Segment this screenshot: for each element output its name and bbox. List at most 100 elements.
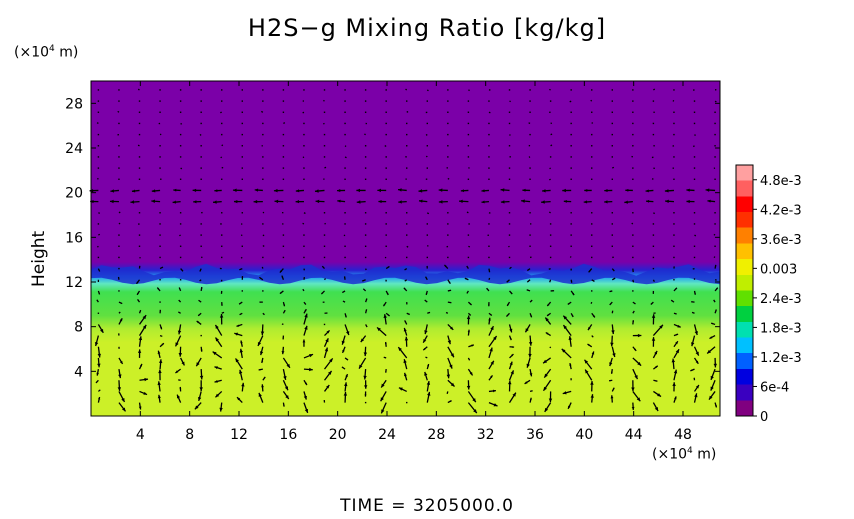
vector-head <box>507 303 509 306</box>
vector-dot <box>364 111 367 113</box>
vector-arrow <box>694 234 697 237</box>
vector-dot <box>303 178 305 180</box>
vector-head <box>326 330 330 334</box>
vector-dot <box>467 234 470 236</box>
vector-head <box>119 318 123 322</box>
vector-arrow <box>200 245 202 247</box>
vector-head <box>632 281 634 283</box>
vector-dot <box>447 145 449 147</box>
vector-arrow <box>320 290 325 295</box>
vector-arrow <box>673 234 675 236</box>
vector-arrow <box>710 368 716 381</box>
vector-arrow <box>178 346 183 357</box>
vector-dot <box>303 234 305 236</box>
vector-head <box>404 269 406 271</box>
vector-arrow <box>653 111 655 113</box>
vector-arrow <box>179 245 182 247</box>
vector-head <box>716 287 718 290</box>
vector-dot <box>611 245 613 247</box>
vector-arrow <box>279 268 284 274</box>
vector-arrow <box>632 290 634 292</box>
vector-arrow <box>673 178 675 180</box>
vector-head <box>220 223 221 225</box>
vector-arrow <box>159 342 165 348</box>
vector-head <box>655 380 658 382</box>
vector-head <box>448 178 450 180</box>
vector-dot <box>364 89 367 91</box>
vector-arrow <box>130 200 140 204</box>
vector-dot <box>97 133 100 136</box>
vector-head <box>591 302 592 304</box>
vector-arrow <box>673 396 677 403</box>
vector-head <box>634 348 637 351</box>
vector-head <box>695 360 699 364</box>
vector-arrow <box>549 88 551 91</box>
vector-arrow <box>117 276 120 280</box>
vector-arrow <box>96 122 99 124</box>
y-tick-label: 16 <box>65 230 83 246</box>
vector-head <box>652 178 653 180</box>
y-tick-label: 20 <box>65 186 83 202</box>
vector-head <box>263 376 266 379</box>
vector-dot <box>632 122 634 125</box>
vector-head <box>322 266 324 268</box>
vector-arrow <box>548 267 551 270</box>
vector-head <box>544 373 548 378</box>
vector-dot <box>385 111 387 113</box>
vector-arrow <box>632 133 634 136</box>
vector-arrow <box>179 279 182 281</box>
vector-head <box>569 363 572 366</box>
vector-arrow <box>282 156 285 158</box>
vector-dot <box>591 178 593 180</box>
vector-head <box>407 246 409 248</box>
vector-dot <box>97 256 100 259</box>
vector-arrow <box>212 351 223 359</box>
vector-arrow <box>549 234 552 236</box>
vector-arrow <box>137 298 141 303</box>
vector-head <box>593 280 595 282</box>
vector-arrow <box>611 223 613 225</box>
vector-dot <box>221 256 223 259</box>
vector-head <box>220 157 222 158</box>
vector-dot <box>426 223 428 225</box>
vector-head <box>646 199 650 203</box>
vector-arrow <box>97 312 100 314</box>
vector-head <box>650 303 653 305</box>
vector-head <box>545 317 549 322</box>
vector-arrow <box>303 268 306 271</box>
vector-head <box>549 112 550 113</box>
vector-head <box>693 89 694 91</box>
vector-arrow <box>241 111 243 113</box>
vector-dot <box>323 323 326 326</box>
vector-head <box>528 353 532 358</box>
vector-head <box>693 377 695 379</box>
vector-head <box>466 315 471 320</box>
vector-head <box>466 292 469 294</box>
vector-arrow <box>118 402 127 412</box>
vector-head <box>634 375 638 380</box>
vector-dot <box>529 89 531 91</box>
vector-arrow <box>364 178 367 180</box>
vector-arrow <box>158 122 161 125</box>
vector-head <box>385 280 387 282</box>
vector-head <box>136 281 139 284</box>
vector-head <box>304 408 309 413</box>
vector-head <box>253 199 258 204</box>
vector-arrow <box>200 100 202 102</box>
vector-arrow <box>570 122 572 125</box>
y-tick-label: 24 <box>65 141 83 157</box>
vector-arrow <box>118 346 120 349</box>
vector-head <box>118 276 120 279</box>
vector-arrow <box>673 256 675 259</box>
vector-dot <box>241 290 243 292</box>
vector-arrow <box>97 167 100 169</box>
vector-arrow <box>631 222 634 225</box>
vector-arrow <box>199 369 204 380</box>
vector-arrow <box>714 212 716 214</box>
vector-arrow <box>364 133 366 136</box>
vector-dot <box>406 234 408 236</box>
vector-head <box>671 358 676 363</box>
vector-arrow <box>403 287 408 292</box>
vector-arrow <box>508 380 512 392</box>
vector-arrow <box>110 189 120 193</box>
